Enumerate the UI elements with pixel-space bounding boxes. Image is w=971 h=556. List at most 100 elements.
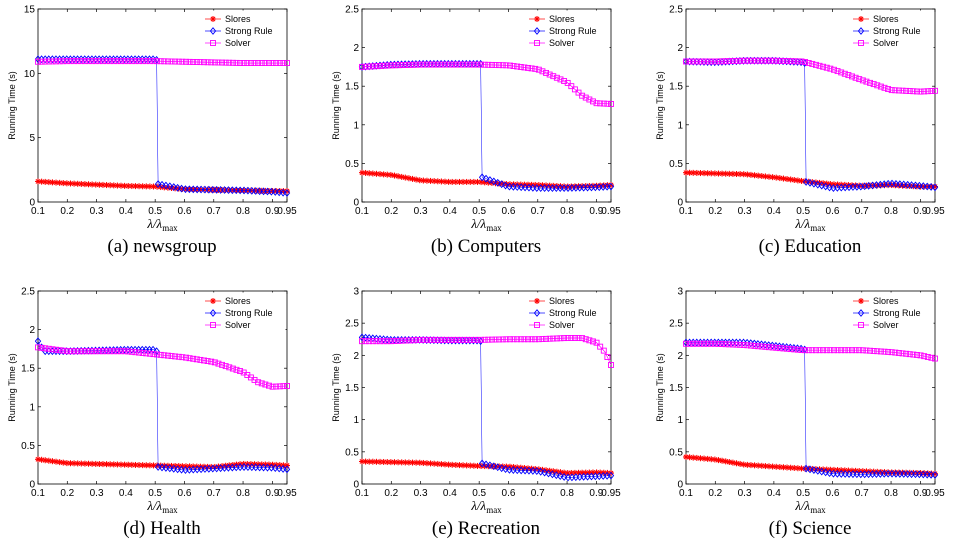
data-point bbox=[928, 88, 935, 94]
data-point bbox=[571, 335, 578, 341]
data-point bbox=[283, 189, 291, 197]
data-point bbox=[110, 348, 117, 355]
data-point bbox=[863, 78, 870, 85]
line-chart: 0 0.5 1 1.5 2 2.5 3 0.1 0.2 0.3 0.4 0.5 0.6 0.7 0.8 0.9… bbox=[655, 287, 945, 516]
x-tick-label: 0.6 bbox=[502, 206, 516, 217]
x-tick-label: 0.4 bbox=[443, 206, 457, 217]
line-chart: 0 5 10 15 0.1 0.2 0.3 0.4 0.5 0.6 0.7 0.8 0.90.95 Run… bbox=[7, 5, 297, 234]
data-point bbox=[498, 180, 505, 189]
y-tick-label: 0 bbox=[29, 480, 35, 491]
data-point bbox=[434, 61, 441, 68]
data-point bbox=[395, 337, 402, 344]
data-point bbox=[442, 61, 448, 68]
data-point bbox=[715, 340, 722, 347]
data-point bbox=[398, 62, 405, 69]
y-tick-label: 1 bbox=[29, 402, 35, 413]
legend-marker bbox=[857, 309, 865, 317]
y-axis-label: Running Time (s) bbox=[7, 353, 17, 422]
data-point bbox=[543, 335, 549, 342]
data-point bbox=[874, 82, 881, 89]
x-tick-label: 0.2 bbox=[60, 488, 74, 499]
data-point bbox=[71, 58, 78, 65]
data-point bbox=[496, 336, 503, 343]
legend-label: Slores bbox=[873, 14, 899, 24]
y-tick-label: 2.5 bbox=[21, 287, 35, 298]
data-point bbox=[802, 464, 810, 473]
y-tick-label: 1.5 bbox=[21, 364, 35, 375]
data-point bbox=[255, 60, 262, 66]
data-point bbox=[81, 348, 88, 355]
data-point bbox=[597, 100, 604, 107]
data-point bbox=[932, 355, 938, 362]
data-point bbox=[539, 336, 546, 342]
data-point bbox=[258, 380, 265, 387]
data-point bbox=[532, 336, 539, 343]
line-chart: 0 0.5 1 1.5 2 2.5 0.1 0.2 0.3 0.4 0.5 0.6 0.7 0.8 0.90… bbox=[331, 5, 621, 234]
data-point bbox=[121, 461, 128, 468]
y-tick-label: 0 bbox=[677, 198, 683, 209]
x-tick-label: 0.7 bbox=[855, 488, 869, 499]
series-strong-rule bbox=[682, 338, 939, 479]
data-point bbox=[927, 183, 935, 191]
x-tick-label: 0.5 bbox=[796, 488, 810, 499]
data-point bbox=[100, 58, 106, 65]
data-point bbox=[482, 174, 490, 183]
data-point bbox=[496, 62, 503, 69]
data-point bbox=[157, 58, 164, 65]
data-point bbox=[146, 350, 153, 357]
data-point bbox=[118, 58, 124, 65]
x-tick-label: 0.5 bbox=[472, 206, 486, 217]
data-point bbox=[697, 340, 704, 347]
x-tick-label: 0.8 bbox=[560, 488, 574, 499]
data-point bbox=[237, 368, 244, 374]
data-point bbox=[174, 183, 181, 192]
data-point bbox=[445, 61, 452, 68]
legend-marker bbox=[534, 16, 540, 22]
data-point bbox=[737, 460, 744, 467]
data-point bbox=[550, 335, 557, 342]
data-point bbox=[266, 60, 272, 66]
data-point bbox=[172, 353, 179, 360]
data-point bbox=[420, 61, 427, 68]
data-point bbox=[398, 337, 405, 344]
data-point bbox=[85, 58, 92, 65]
data-point bbox=[74, 348, 81, 355]
data-point bbox=[539, 68, 546, 75]
data-point bbox=[150, 58, 157, 65]
x-tick-label: 0.3 bbox=[90, 488, 104, 499]
data-point bbox=[409, 337, 416, 344]
data-point bbox=[697, 58, 704, 65]
data-point bbox=[856, 347, 863, 354]
data-point bbox=[121, 348, 128, 355]
data-point bbox=[514, 63, 521, 70]
data-point bbox=[608, 101, 614, 107]
data-point bbox=[362, 63, 369, 70]
data-point bbox=[525, 336, 531, 343]
data-point bbox=[881, 348, 888, 355]
data-point bbox=[931, 471, 939, 479]
data-point bbox=[279, 188, 287, 197]
data-point bbox=[719, 58, 726, 65]
data-point bbox=[533, 467, 540, 476]
data-point bbox=[146, 462, 153, 469]
legend-marker bbox=[857, 27, 865, 35]
data-point bbox=[831, 66, 837, 73]
data-point bbox=[193, 356, 200, 363]
legend-marker bbox=[210, 40, 216, 46]
series-line bbox=[685, 60, 936, 189]
data-point bbox=[204, 358, 211, 365]
data-point bbox=[903, 350, 910, 357]
data-point bbox=[560, 473, 568, 481]
data-point bbox=[118, 348, 124, 355]
data-point bbox=[780, 175, 787, 182]
data-point bbox=[568, 83, 575, 90]
data-point bbox=[45, 179, 52, 186]
data-point bbox=[486, 461, 494, 470]
data-point bbox=[751, 462, 758, 469]
data-point bbox=[391, 172, 398, 179]
data-point bbox=[233, 366, 240, 373]
data-point bbox=[831, 347, 837, 354]
data-point bbox=[215, 59, 222, 66]
data-point bbox=[791, 346, 798, 353]
legend-label: Strong Rule bbox=[549, 308, 597, 318]
